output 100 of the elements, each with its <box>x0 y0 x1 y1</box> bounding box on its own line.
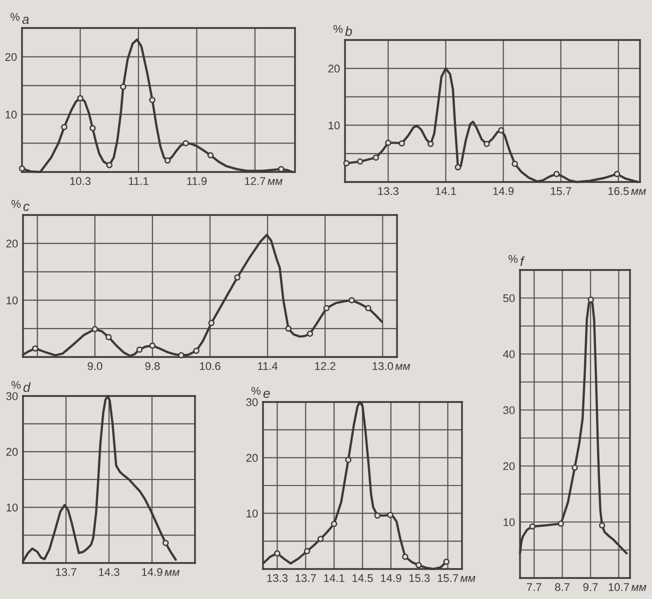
point <box>330 520 338 528</box>
point <box>18 165 26 172</box>
point <box>77 95 84 102</box>
point <box>285 325 292 332</box>
x-tick-label: 7.7 <box>526 583 542 591</box>
point <box>136 346 143 353</box>
point <box>149 342 156 349</box>
point <box>558 520 564 527</box>
x-tick-label: 14.1 <box>324 574 344 582</box>
point <box>105 334 112 340</box>
point <box>443 558 450 565</box>
point <box>193 348 200 354</box>
x-tick-label: 14.9 <box>493 187 514 196</box>
point <box>106 162 112 168</box>
y-tick-label: 20 <box>5 53 17 61</box>
point <box>306 330 314 337</box>
y-tick-label: 10 <box>6 504 18 512</box>
point <box>553 170 560 178</box>
y-tick-label: 20 <box>503 462 515 470</box>
x-axis-title: мм <box>395 364 410 370</box>
x-tick-label: 9.0 <box>88 362 102 370</box>
x-tick-label: 14.9 <box>142 568 162 576</box>
point <box>402 554 408 560</box>
point <box>387 512 394 518</box>
chart-title: a <box>22 16 29 24</box>
y-tick-label: 40 <box>503 350 515 358</box>
point <box>278 166 284 172</box>
x-tick-label: 8.7 <box>555 583 570 592</box>
point <box>348 297 355 304</box>
x-tick-label: 15.7 <box>550 187 572 196</box>
point <box>234 274 240 281</box>
point <box>304 548 310 554</box>
x-tick-label: 11.9 <box>187 177 207 186</box>
point <box>385 140 392 146</box>
x-tick-label: 16.5 <box>608 187 629 196</box>
point <box>149 96 156 104</box>
point <box>208 320 215 326</box>
x-tick-label: 13.3 <box>378 187 398 196</box>
y-axis-title: % <box>12 380 21 389</box>
point <box>484 140 490 148</box>
y-tick-label: 50 <box>503 294 515 302</box>
point <box>207 152 214 158</box>
chart-title: c <box>23 204 30 211</box>
x-tick-label: 10.7 <box>608 583 629 592</box>
y-tick-label: 20 <box>6 240 18 248</box>
point <box>92 326 98 332</box>
x-tick-label: 10.6 <box>200 362 220 370</box>
x-tick-label: 15.3 <box>409 574 430 582</box>
point <box>61 124 68 130</box>
point <box>572 464 578 471</box>
y-tick-label: 30 <box>246 398 258 406</box>
point <box>365 305 372 312</box>
point <box>588 296 594 303</box>
point <box>323 305 330 312</box>
x-axis-title: мм <box>164 570 180 576</box>
x-tick-label: 12.2 <box>315 362 336 370</box>
point <box>512 160 518 167</box>
y-tick-label: 10 <box>328 121 340 130</box>
point <box>356 158 364 165</box>
x-tick-label: 14.5 <box>352 574 373 582</box>
point <box>398 140 405 147</box>
point <box>529 523 536 530</box>
point <box>274 550 280 557</box>
x-tick-label: 12.7 <box>244 177 266 185</box>
point <box>120 84 126 90</box>
point <box>178 352 184 358</box>
point <box>374 512 381 519</box>
chart-title: e <box>263 390 270 398</box>
y-axis-title: % <box>252 386 261 395</box>
x-tick-label: 13.0 <box>372 362 393 370</box>
y-tick-label: 20 <box>328 64 340 73</box>
x-tick-label: 9.8 <box>145 362 160 370</box>
y-axis-title: % <box>334 24 343 33</box>
y-tick-label: 10 <box>504 518 515 526</box>
point <box>317 536 324 542</box>
point <box>89 125 96 132</box>
y-tick-label: 10 <box>6 110 17 119</box>
point <box>343 160 350 166</box>
x-axis-title: мм <box>268 179 282 185</box>
x-tick-label: 13.3 <box>267 574 288 582</box>
chart-title: b <box>345 26 352 36</box>
x-tick-label: 15.7 <box>438 574 458 582</box>
y-axis-title: % <box>508 254 518 263</box>
point <box>454 164 462 170</box>
x-axis-title: мм <box>460 576 476 582</box>
x-tick-label: 11.4 <box>258 362 278 370</box>
point <box>372 154 380 161</box>
x-tick-label: 14.9 <box>380 574 402 582</box>
point <box>416 562 422 568</box>
y-tick-label: 10 <box>246 510 258 518</box>
x-axis-title: мм <box>631 585 646 591</box>
y-tick-label: 30 <box>503 406 515 414</box>
x-axis-title: мм <box>631 189 646 195</box>
y-tick-label: 10 <box>6 296 18 304</box>
point <box>427 140 434 148</box>
x-tick-label: 11.1 <box>128 177 148 185</box>
chart-title: d <box>23 382 31 392</box>
x-tick-label: 14.3 <box>99 568 120 576</box>
y-tick-label: 20 <box>6 448 18 456</box>
point <box>32 345 38 352</box>
